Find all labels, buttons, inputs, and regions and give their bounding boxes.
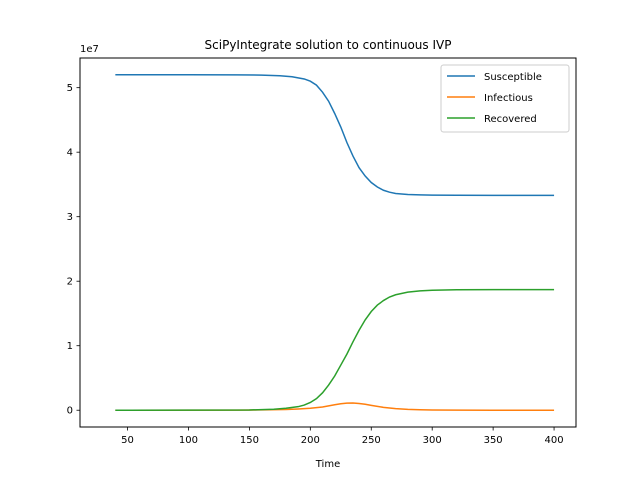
y-tick-label: 1 <box>67 341 73 352</box>
series-line-susceptible <box>115 74 555 197</box>
y-tick-label: 4 <box>67 148 73 159</box>
x-axis: 50 100 150 200 250 300 350 400 <box>121 427 564 446</box>
plot-frame <box>79 57 577 428</box>
x-tick-label: 250 <box>362 435 381 446</box>
series-line-recovered <box>115 288 555 411</box>
legend-label: Infectious <box>484 93 533 104</box>
x-tick-label: 400 <box>545 435 564 446</box>
x-axis-label: Time <box>315 459 340 470</box>
plot-area <box>115 74 555 411</box>
y-axis: 0 1 2 3 4 5 <box>67 83 80 417</box>
y-tick-label: 5 <box>67 83 73 94</box>
y-tick-label: 0 <box>67 406 73 417</box>
series-line-infectious <box>115 402 555 411</box>
legend-label: Recovered <box>484 114 537 125</box>
legend-box <box>440 64 570 133</box>
x-tick-label: 350 <box>484 435 503 446</box>
x-tick-label: 200 <box>301 435 320 446</box>
y-offset-label: 1e7 <box>80 44 99 55</box>
legend: Susceptible Infectious Recovered <box>440 64 570 133</box>
legend-label: Susceptible <box>484 72 542 83</box>
chart-title: SciPyIntegrate solution to continuous IV… <box>205 38 452 52</box>
x-tick-label: 300 <box>423 435 442 446</box>
x-tick-label: 150 <box>240 435 259 446</box>
x-tick-label: 100 <box>179 435 198 446</box>
x-tick-label: 50 <box>121 435 134 446</box>
y-tick-label: 3 <box>67 212 73 223</box>
y-tick-label: 2 <box>67 277 73 288</box>
